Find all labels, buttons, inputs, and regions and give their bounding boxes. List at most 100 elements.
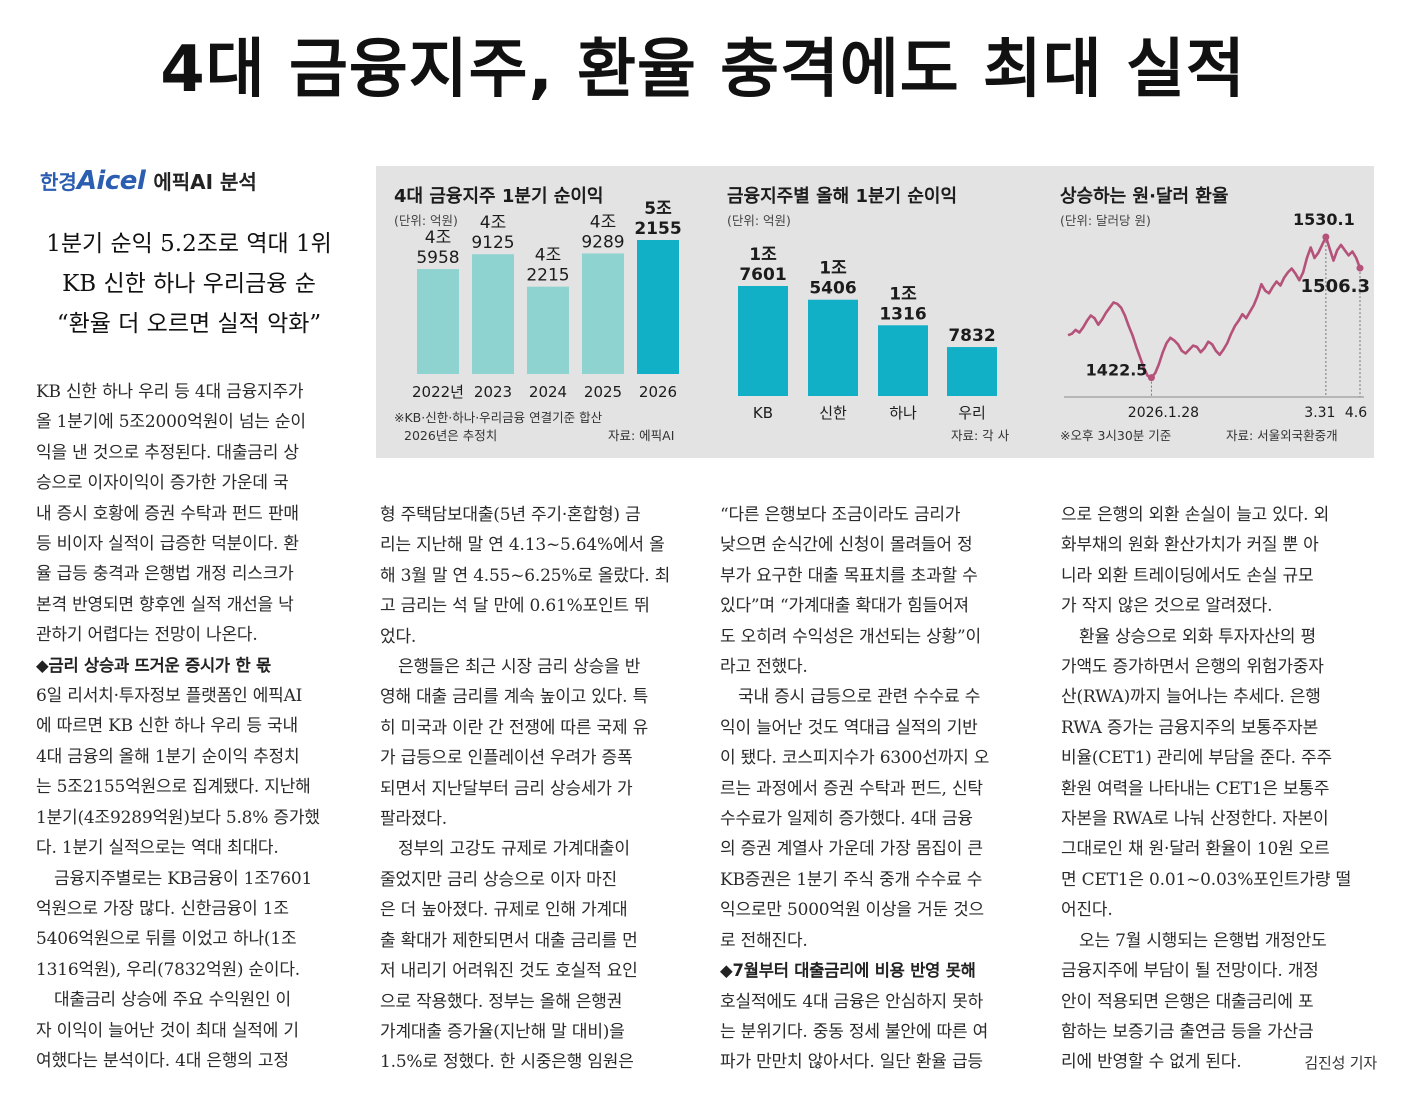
- article-line: 리에 반영할 수 없게 된다.: [1061, 1052, 1242, 1073]
- x-tick-label: KB: [753, 404, 773, 422]
- article-line: 부가 요구한 대출 목표치를 초과할 수: [720, 565, 978, 586]
- article-line: 국내 증시 급등으로 관련 수수료 수: [738, 687, 981, 708]
- bar-value-label: 1316: [879, 304, 926, 324]
- bar-value-label: 1조: [749, 245, 777, 265]
- chart-unit: (단위: 억원): [394, 213, 458, 228]
- chart-source: 자료: 각 사: [951, 428, 1010, 443]
- x-tick-label: 4.6: [1345, 405, 1367, 421]
- chart-exchange-rate: 상승하는 원·달러 환율 (단위: 달러당 원) 1422.5 1530.1 150…: [1042, 166, 1374, 458]
- article-line: 여했다는 분석이다. 4대 은행의 고정: [36, 1050, 289, 1071]
- article-line: 리는 지난해 말 연 4.13~5.64%에서 올: [380, 535, 665, 556]
- infographic-box: 4대 금융지주 1분기 순이익 (단위: 억원) 4조 5958 2022년 4조 91…: [376, 166, 1374, 458]
- article-line: 가 작지 않은 것으로 알려졌다.: [1061, 596, 1273, 617]
- x-tick-label: 2022년: [412, 383, 464, 401]
- bar-value-label: 7601: [739, 265, 786, 285]
- article-line: 되면서 지난달부터 금리 상승세가 가: [380, 778, 633, 799]
- section-brand: 한경Aicel 에픽AI 분석: [40, 166, 257, 196]
- series-line: [1067, 235, 1362, 379]
- bar-value-label: 4조: [590, 212, 616, 232]
- annotation-label: 1530.1: [1293, 210, 1355, 229]
- x-tick-label: 2026: [639, 383, 677, 401]
- article-line: 환원 여력을 나타내는 CET1은 보통주: [1061, 778, 1330, 799]
- chart-plot: 1422.5 1530.1 1506.3 2026.1.28 3.31 4.6: [1064, 210, 1370, 421]
- article-line: 출 확대가 제한되면서 대출 금리를 먼: [380, 930, 638, 951]
- article-line: ◆금리 상승과 뜨거운 증시가 한 몫: [36, 655, 271, 675]
- article-line: 환율 상승으로 외화 투자자산의 평: [1079, 626, 1316, 647]
- bar-value-label: 5406: [809, 279, 856, 299]
- subheadline: 1분기 순익 5.2조로 역대 1위: [46, 231, 332, 257]
- article-line: 가 급등으로 인플레이션 우려가 증폭: [380, 748, 633, 769]
- x-tick-label: 하나: [889, 404, 917, 422]
- subheadline: “환율 더 오르면 실적 악화”: [56, 311, 322, 337]
- article-line: RWA 증가는 금융지주의 보통주자본: [1061, 717, 1319, 738]
- article-line: 화부채의 원화 환산가치가 커질 뿐 아: [1061, 535, 1319, 556]
- brand-aicel-logo: Aicel: [76, 166, 146, 196]
- bar-value-label: 9289: [581, 232, 624, 252]
- article-line: 본격 반영되면 향후엔 실적 개선을 낙: [36, 594, 294, 615]
- bar-value-label: 9125: [471, 233, 514, 253]
- article-line: 가계대출 증가율(지난해 말 대비)을: [380, 1021, 625, 1042]
- article-line: 저 내리기 어려워진 것도 호실적 요인: [380, 961, 638, 982]
- bar-value-label: 1조: [819, 259, 847, 279]
- article-line: 면 CET1은 0.01~0.03%포인트가량 떨: [1061, 869, 1352, 890]
- bar-value-label: 7832: [948, 326, 995, 346]
- annotation-label: 1422.5: [1086, 361, 1148, 380]
- article-line: 형 주택담보대출(5년 주기·혼합형) 금: [380, 505, 641, 525]
- article-line: 등 비이자 실적이 급증한 덕분이다. 환: [36, 534, 299, 555]
- article-line: 익이 늘어난 것도 역대급 실적의 기반: [720, 717, 978, 738]
- x-tick-label: 2024: [529, 383, 567, 401]
- article-line: 대출금리 상승에 주요 수익원인 이: [54, 990, 291, 1011]
- chart-title: 상승하는 원·달러 환율: [1060, 186, 1229, 207]
- article-line: 1.5%로 정했다. 한 시중은행 임원은: [380, 1052, 634, 1073]
- chart-footnote: 2026년은 추정치: [404, 428, 498, 443]
- article-line: 으로 작용했다. 정부는 올해 은행권: [380, 991, 623, 1012]
- article-line: 6일 리서치·투자정보 플랫폼인 에픽AI: [36, 686, 303, 707]
- chart-unit: (단위: 억원): [727, 213, 791, 228]
- article-line: 금융지주에 부담이 될 전망이다. 개정: [1061, 961, 1319, 982]
- article-line: 은행들은 최근 시장 금리 상승을 반: [398, 657, 641, 678]
- article-line: 팔라졌다.: [380, 809, 447, 830]
- chart-source: 자료: 서울외국환중개: [1226, 428, 1338, 443]
- article-line: 함하는 보증기금 출연금 등을 가산금: [1061, 1021, 1314, 1042]
- chart-plot: 4조59582022년4조912520234조221520244조9289202…: [412, 199, 682, 401]
- bar: [472, 254, 514, 374]
- headline: 4대 금융지주, 환율 충격에도 최대 실적: [160, 33, 1246, 107]
- article-line: ◆7월부터 대출금리에 비용 반영 못해: [720, 961, 976, 981]
- article-line: “다른 은행보다 조금이라도 금리가: [720, 505, 961, 525]
- bar: [878, 325, 928, 396]
- article-line: 가액도 증가하면서 은행의 위험가중자: [1061, 657, 1324, 678]
- article-line: 는 분위기다. 중동 정세 불안에 따른 여: [720, 1021, 989, 1042]
- bar-value-label: 2155: [634, 219, 681, 239]
- article-line: KB 신한 하나 우리 등 4대 금융지주가: [36, 382, 304, 402]
- bar: [582, 253, 624, 374]
- article-line: 있다”며 “가계대출 확대가 힘들어져: [720, 596, 969, 617]
- chart-annual-net-income: 4대 금융지주 1분기 순이익 (단위: 억원) 4조 5958 2022년 4조 91…: [376, 166, 706, 458]
- brand-hankyung: 한경: [40, 170, 77, 194]
- article-line: 4대 금융의 올해 1분기 순이익 추정치: [36, 746, 300, 767]
- article-line: 비율(CET1) 관리에 부담을 준다. 주주: [1061, 748, 1332, 769]
- article-line: 낮으면 순식간에 신청이 몰려들어 정: [720, 535, 973, 556]
- brand-epic-ai: 에픽AI 분석: [153, 170, 257, 194]
- chart-by-holding-company: 금융지주별 올해 1분기 순이익 (단위: 억원) 1조 7601 KB 1조 5406…: [709, 166, 1039, 458]
- bar: [738, 286, 788, 396]
- article-line: 는 5조2155억원으로 집계됐다. 지난해: [36, 777, 311, 798]
- bar: [808, 299, 858, 396]
- article-line: 은 더 높아졌다. 규제로 인해 가계대: [380, 900, 628, 921]
- data-point: [1147, 374, 1155, 382]
- article-line: 줄었지만 금리 상승으로 이자 마진: [380, 869, 617, 890]
- chart-footnote: ※KB·신한·하나·우리금융 연결기준 합산: [394, 410, 603, 425]
- bar-value-label: 4조: [425, 228, 451, 248]
- article-line: 호실적에도 4대 금융은 안심하지 못하: [720, 991, 984, 1012]
- bar-value-label: 4조: [535, 246, 561, 266]
- article-line: 5406억원으로 뒤를 이었고 하나(1조: [36, 929, 297, 950]
- article-line: 승으로 이자이익이 증가한 가운데 국: [36, 473, 289, 494]
- chart-title: 4대 금융지주 1분기 순이익: [394, 186, 604, 207]
- article-line: 안이 적용되면 은행은 대출금리에 포: [1061, 991, 1314, 1012]
- article-line: 로 전해진다.: [720, 930, 808, 951]
- article-line: 어진다.: [1061, 900, 1113, 921]
- article-line: KB증권은 1분기 주식 중개 수수료 수: [720, 869, 983, 890]
- article-column-4: 으로 은행의 외환 손실이 늘고 있다. 외 화부채의 원화 환산가치가 커질 뿐…: [1061, 500, 1379, 1078]
